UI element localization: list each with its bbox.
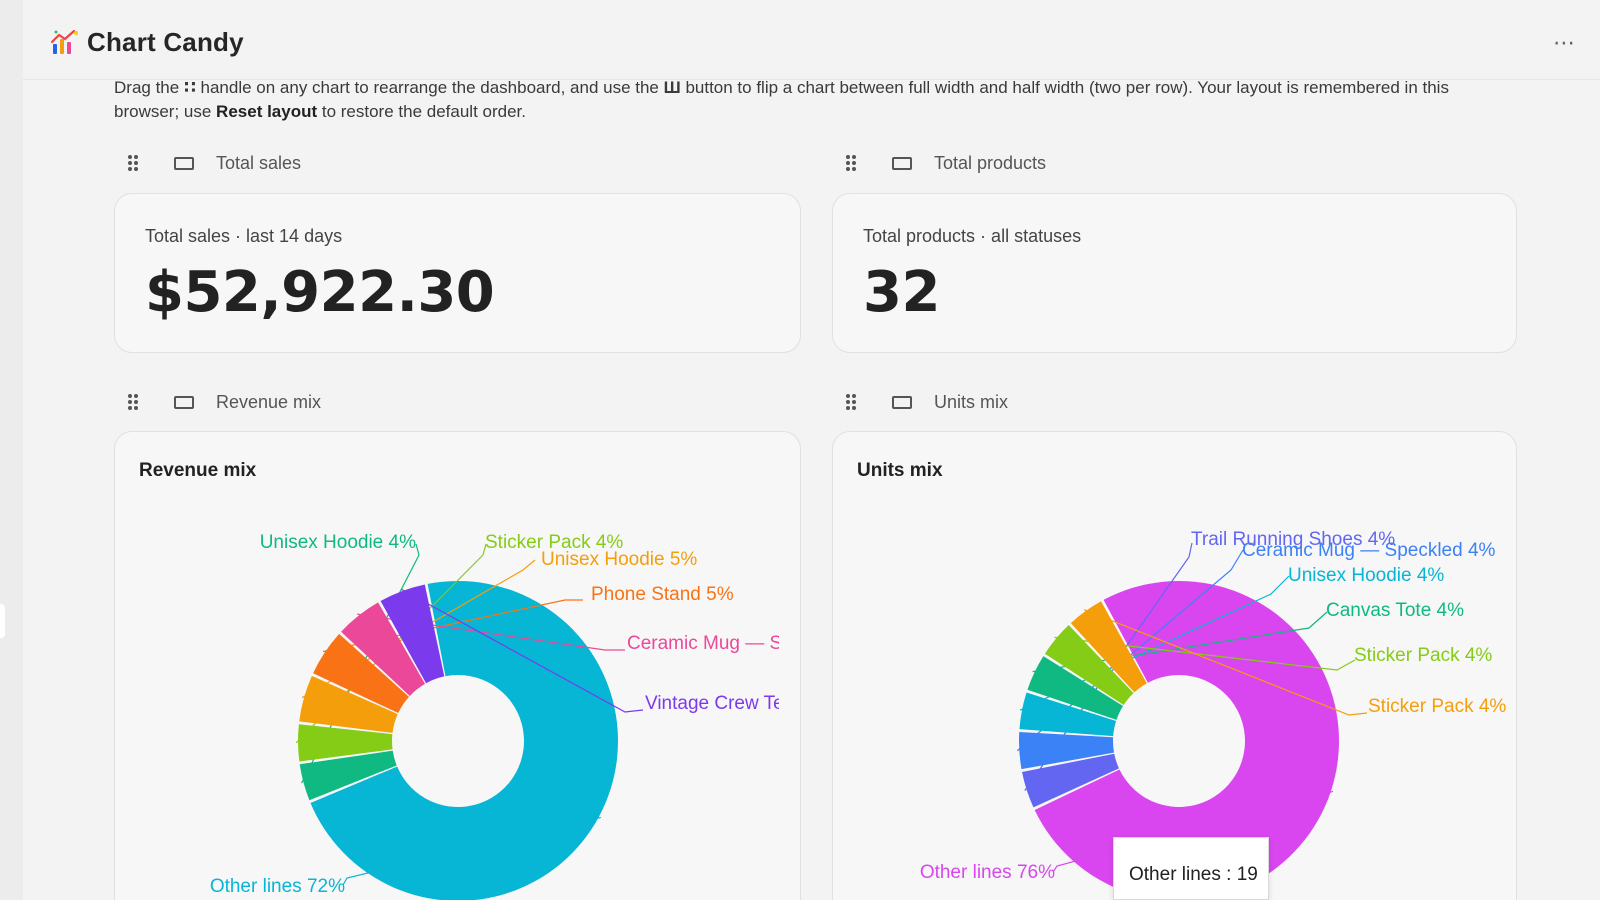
donut-slice[interactable]	[1070, 601, 1147, 693]
revenue-mix-card: Revenue mix Other lines 72% Unisex Hoodie…	[114, 431, 801, 900]
app-title: Chart Candy	[87, 27, 244, 57]
slice-label: Canvas Tote 4%	[1326, 600, 1464, 621]
slice-leader-line	[401, 588, 644, 713]
donut-slice[interactable]	[1034, 581, 1339, 900]
kpi-label: Total sales · last 14 days	[145, 226, 343, 246]
donut-slice[interactable]	[1027, 656, 1124, 720]
slice-label: Other lines 72%	[210, 876, 345, 897]
card-header-label: Total products	[934, 152, 1047, 173]
intro-part: handle on any chart to rearrange the das…	[195, 78, 664, 97]
width-toggle-button[interactable]	[892, 156, 912, 170]
donut-slice[interactable]	[299, 750, 397, 801]
width-toggle-button[interactable]	[892, 395, 912, 409]
intro-part: Drag the	[114, 78, 184, 97]
slice-label: Phone Stand 5%	[591, 584, 734, 605]
units-mix-card: Units mix Other lines 76% Trail Running S…	[832, 431, 1517, 900]
donut-slice[interactable]	[1044, 625, 1134, 705]
donut-slice[interactable]	[380, 584, 445, 684]
total-sales-card: Total sales · last 14 days $52,922.30	[114, 193, 801, 353]
slice-leader-line	[342, 816, 601, 886]
width-toggle-glyph: Ш	[663, 78, 681, 97]
chart-tooltip: Other lines : 19	[1113, 837, 1269, 900]
card-header-label: Units mix	[934, 391, 1009, 412]
kpi-value: $52,922.30	[145, 260, 495, 325]
intro-text: Drag the ∷ handle on any chart to rearra…	[114, 76, 1514, 124]
slice-leader-line	[1083, 609, 1368, 716]
donut-slice[interactable]	[298, 724, 393, 762]
sparkle-chart-logo-icon	[50, 29, 78, 54]
drag-handle-glyph: ∷	[183, 78, 196, 97]
card-header-units-mix: Units mix	[844, 389, 1008, 415]
slice-leader-line	[1054, 636, 1356, 671]
sidebar-collapse-tab[interactable]	[0, 604, 5, 638]
donut-slice[interactable]	[1019, 692, 1117, 737]
card-header-label: Revenue mix	[216, 391, 322, 412]
donut-slice[interactable]	[310, 581, 619, 900]
drag-handle-icon[interactable]	[126, 393, 140, 411]
slice-label: Unisex Hoodie 4%	[260, 532, 416, 553]
chart-title: Revenue mix	[139, 460, 257, 481]
card-header-label: Total sales	[216, 152, 302, 173]
card-header-revenue-mix: Revenue mix	[126, 389, 321, 415]
left-sidebar-strip	[0, 0, 23, 900]
donut-slice[interactable]	[299, 675, 398, 733]
slice-label: Unisex Hoodie 4%	[1288, 565, 1444, 586]
slice-label: Sticker Pack 4%	[1354, 645, 1492, 666]
slice-label: Unisex Hoodie 5%	[541, 549, 697, 570]
chart-title: Units mix	[857, 460, 943, 481]
slice-label: Sticker Pack 4%	[485, 532, 623, 553]
more-options-icon[interactable]: ⋯	[1553, 30, 1576, 55]
units-mix-donut-chart: Other lines 76% Trail Running Shoes 4%Cer…	[920, 529, 1506, 900]
card-header-total-sales: Total sales	[126, 150, 301, 176]
donut-slice[interactable]	[313, 633, 409, 714]
width-toggle-button[interactable]	[174, 156, 194, 170]
revenue-mix-donut-chart: Other lines 72% Unisex Hoodie 4% Sticker P…	[210, 532, 779, 900]
donut-slice[interactable]	[1022, 753, 1119, 808]
intro-part: to restore the default order.	[317, 102, 526, 121]
reset-layout-text: Reset layout	[216, 102, 318, 121]
total-products-card: Total products · all statuses 32	[832, 193, 1517, 353]
slice-label: Ceramic Mug — Speckled 4%	[1242, 540, 1496, 561]
slice-label: Sticker Pack 4%	[1368, 696, 1506, 717]
slice-leader-line	[1052, 790, 1334, 873]
kpi-label: Total products · all statuses	[863, 226, 1082, 246]
slice-label: Vintage Crew Te	[645, 693, 779, 714]
kpi-value: 32	[863, 260, 940, 325]
donut-slice[interactable]	[341, 602, 426, 696]
intro-part: button to flip a chart between full widt…	[114, 78, 1449, 121]
donut-slice[interactable]	[1019, 731, 1115, 770]
slice-label: Other lines 76%	[920, 862, 1055, 883]
slice-label: Trail Running Shoes 4%	[1191, 529, 1395, 550]
drag-handle-icon[interactable]	[844, 154, 858, 172]
slice-leader-line	[357, 613, 625, 651]
slice-label: Ceramic Mug — S	[627, 633, 779, 654]
width-toggle-button[interactable]	[174, 395, 194, 409]
drag-handle-icon[interactable]	[844, 393, 858, 411]
drag-handle-icon[interactable]	[126, 154, 140, 172]
app-header: Chart Candy ⋯	[23, 0, 1600, 80]
card-header-total-products: Total products	[844, 150, 1046, 176]
